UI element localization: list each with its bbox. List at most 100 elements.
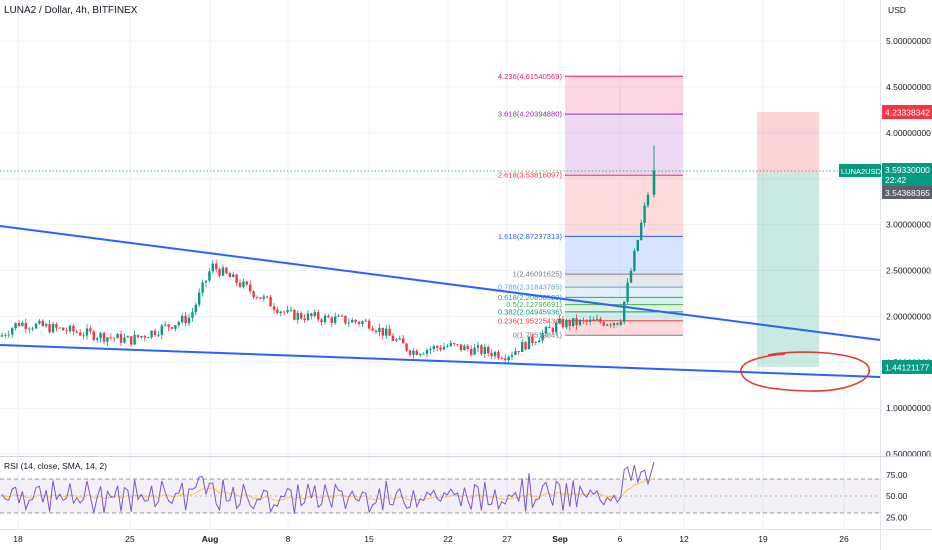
candle-body: [0, 335, 4, 337]
time-tick-label: 18: [13, 534, 23, 544]
target-price-badge: 4.23338342: [882, 105, 932, 119]
fibonacci-extension-levels[interactable]: 4.236(4.61540569) 3.618(4.20394880) 2.618(…: [498, 72, 683, 340]
candle-body: [51, 324, 55, 333]
fib-zone: [565, 114, 683, 176]
price-tick-label: 3.00000000: [886, 220, 931, 230]
candle-body: [524, 341, 527, 350]
long-position-tool[interactable]: [757, 112, 819, 367]
candle-body: [48, 324, 51, 333]
candle-body: [606, 324, 609, 326]
candle-body: [55, 324, 58, 328]
candle-body: [109, 337, 112, 339]
candle-body: [531, 336, 534, 344]
candle-body: [412, 350, 415, 355]
candle-body: [551, 328, 554, 333]
candle-body: [130, 336, 133, 345]
candle-body: [347, 322, 350, 324]
candlestick-series[interactable]: [0, 145, 656, 365]
upper-trendline[interactable]: [0, 225, 881, 341]
fib-zone: [565, 76, 683, 115]
candle-body: [79, 332, 82, 336]
candle-body: [415, 350, 418, 356]
candle-body: [470, 348, 473, 355]
lower-trendline[interactable]: [0, 344, 881, 378]
candle-body: [317, 312, 320, 320]
candle-body: [296, 313, 299, 320]
fib-zone: [565, 320, 683, 336]
price-tick-label: 2.50000000: [886, 266, 931, 276]
candle-body: [102, 333, 106, 342]
candle-body: [561, 318, 565, 328]
time-axis-ticks[interactable]: 18 25 Aug 8 15 22 27 Sep 6 12 19 26: [13, 534, 849, 544]
candle-body: [357, 321, 361, 324]
fib-level-label: 0.382(2.04945936): [498, 307, 563, 316]
candle-body: [354, 319, 357, 322]
candle-body: [215, 263, 218, 270]
candle-body: [493, 352, 497, 357]
candle-body: [157, 334, 160, 336]
candle-body: [167, 324, 170, 328]
candle-body: [340, 315, 344, 317]
long-position-profit-zone: [757, 112, 819, 174]
candle-body: [136, 334, 140, 338]
price-axis-ticks[interactable]: 5.000000004.500000004.000000003.50000000…: [886, 36, 931, 459]
candle-body: [646, 194, 650, 206]
time-tick-label: 27: [502, 534, 512, 544]
entry-badge-text: 3.54368365: [885, 188, 930, 198]
candle-body: [228, 273, 231, 278]
candle-body: [17, 322, 21, 326]
highlight-ellipse-annotation[interactable]: [740, 351, 871, 392]
stop-price-badge: 1.44121177: [882, 360, 932, 374]
candle-body: [24, 322, 27, 329]
price-tick-label: 0.50000000: [886, 449, 931, 459]
candle-body: [510, 354, 514, 357]
candle-body: [514, 351, 517, 355]
candle-body: [538, 340, 541, 343]
candle-body: [558, 318, 561, 324]
rsi-pane[interactable]: RSI (14, close, SMA, 14, 2) 75.00 50.00 25…: [0, 461, 908, 522]
candle-body: [181, 315, 184, 323]
candle-body: [174, 325, 177, 329]
candle-body: [300, 313, 303, 319]
candle-body: [259, 297, 262, 299]
candle-body: [143, 336, 146, 338]
candle-body: [177, 322, 180, 326]
candle-body: [480, 345, 483, 354]
last-price-badge: 3.59330000 22:42: [882, 163, 932, 186]
rsi-axis-ticks: 75.00 50.00 25.00: [886, 470, 908, 523]
rsi-tick-label: 75.00: [886, 470, 908, 480]
candle-body: [432, 346, 435, 349]
fibonacci-extension-zones[interactable]: [565, 76, 683, 336]
candle-body: [323, 315, 327, 323]
candle-body: [252, 291, 255, 298]
candle-body: [500, 358, 503, 359]
stop-badge-text: 1.44121177: [885, 363, 930, 373]
candle-body: [272, 306, 276, 310]
candle-body: [371, 328, 374, 331]
symbol-title[interactable]: LUNA2 / Dollar, 4h, BITFINEX: [4, 5, 138, 16]
candle-body: [548, 327, 551, 329]
candle-body: [286, 310, 289, 313]
entry-badge-bg: [882, 186, 932, 199]
time-tick-label: 15: [364, 534, 374, 544]
fib-zone: [565, 274, 683, 288]
candle-body: [147, 337, 150, 339]
candle-body: [497, 352, 500, 359]
candle-body: [89, 328, 92, 332]
candle-body: [269, 296, 272, 307]
candle-body: [126, 336, 129, 338]
candle-body: [140, 336, 143, 338]
candle-body: [476, 345, 480, 348]
candle-body: [65, 330, 68, 332]
candle-body: [242, 281, 245, 287]
price-tick-label: 2.00000000: [886, 311, 931, 321]
candle-body: [534, 342, 537, 344]
candle-body: [262, 296, 265, 299]
symbol-badge-text: LUNA2USD: [841, 167, 882, 176]
last-price-badge-bg: [882, 163, 932, 186]
rsi-label[interactable]: RSI (14, close, SMA, 14, 2): [4, 461, 107, 471]
fib-level-label: 1(2.46091625): [513, 270, 563, 279]
candle-body: [517, 351, 520, 353]
candle-body: [425, 349, 429, 354]
